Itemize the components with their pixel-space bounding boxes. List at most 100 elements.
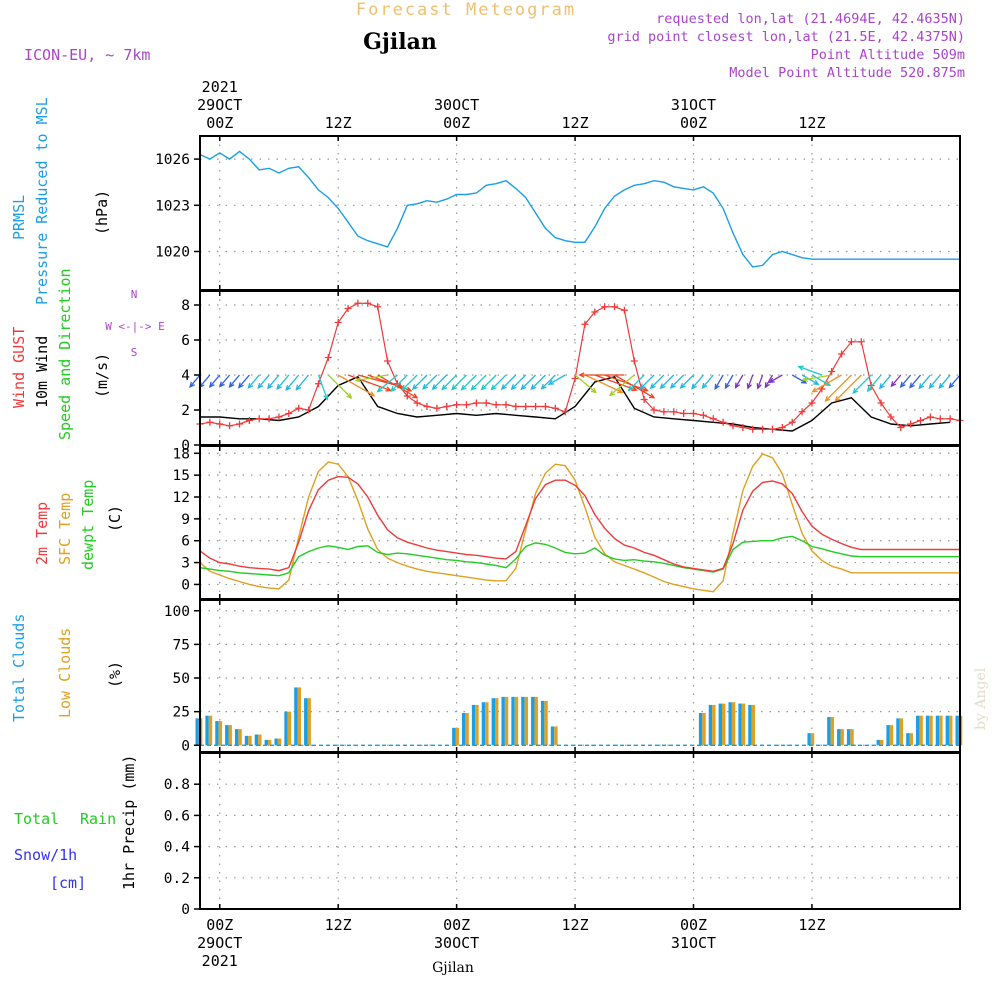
legend-snow: Snow/1h: [14, 846, 77, 864]
gust-point: [492, 401, 500, 409]
time-label-top: 2021: [202, 78, 238, 96]
cloud-bar: [846, 729, 854, 746]
wind-arrow-head: [627, 385, 634, 392]
time-label-top: 30OCT: [434, 96, 479, 114]
wind-arrow-head: [890, 381, 897, 388]
wind-arrow-head: [590, 387, 597, 394]
wind-arrow: [746, 374, 754, 390]
wind-arrow-shaft: [574, 374, 597, 393]
cloud-bar: [304, 698, 311, 746]
time-label-top: 00Z: [206, 114, 233, 132]
y-tick-label: 1026: [155, 152, 190, 168]
wind-arrow: [724, 374, 734, 390]
low-cloud-bar: [751, 704, 756, 746]
point-altitude: Point Altitude 509m: [811, 47, 965, 63]
y-tick-label: 25: [173, 705, 190, 721]
legend-clouds-unit: (%): [106, 661, 124, 688]
wind-arrow-head: [208, 381, 215, 388]
wind-arrow-head: [451, 384, 458, 391]
wind-arrow-head: [285, 384, 292, 392]
low-cloud-bar: [899, 718, 904, 746]
gust-point: [660, 408, 668, 416]
y-tick-label: 6: [181, 333, 190, 349]
total-cloud-bar: [521, 696, 525, 746]
wind-arrow-shaft: [209, 374, 221, 388]
cloud-bar: [294, 687, 302, 746]
wind-arrow-head: [878, 383, 885, 390]
wind-arrow: [764, 374, 774, 389]
low-cloud-bar: [307, 698, 311, 746]
wind-arrow-head: [714, 383, 720, 391]
wind-arrow: [500, 374, 517, 391]
time-label-top: 00Z: [680, 114, 707, 132]
gust-point: [334, 319, 342, 326]
cloud-bar: [708, 704, 716, 746]
wind-arrow-shaft: [879, 374, 892, 389]
time-label-bottom: 12Z: [562, 916, 589, 934]
cloud-bar: [955, 715, 963, 746]
wind-arrow-head: [412, 393, 419, 399]
gust-point: [828, 368, 836, 375]
cloud-bar: [215, 721, 223, 746]
low-cloud-bar: [810, 733, 815, 746]
wind-arrow-shaft: [798, 366, 823, 376]
gust-point: [601, 303, 609, 311]
gust-point: [946, 415, 954, 423]
gust-point: [857, 338, 865, 346]
wind-arrow-shaft: [471, 374, 487, 391]
wind-arrow: [530, 374, 546, 391]
gust-point: [433, 404, 441, 412]
wind-arrow: [337, 374, 376, 397]
gust-point: [630, 357, 638, 365]
wind-arrow-shaft: [390, 374, 408, 392]
wind-arrow-shaft: [735, 374, 744, 388]
total-cloud-bar: [461, 712, 466, 746]
gust-point: [788, 418, 796, 426]
total-cloud-bar: [708, 704, 713, 746]
wind-arrow: [237, 374, 250, 389]
gust-point: [206, 418, 214, 426]
wind-arrow-head: [734, 382, 741, 389]
gust-point: [877, 399, 885, 407]
total-cloud-bar: [728, 702, 732, 746]
gust-point: [620, 306, 628, 314]
wind-arrow-head: [237, 382, 244, 389]
gust-point: [808, 399, 816, 407]
gust-point: [532, 403, 540, 410]
cloud-bar: [925, 715, 933, 746]
time-label-bottom: 30OCT: [434, 934, 479, 952]
cloud-bar: [195, 718, 203, 746]
wind-arrow: [669, 374, 685, 389]
data-layer: [189, 150, 964, 746]
wind-arrow-shaft: [441, 374, 458, 390]
wind-arrow: [878, 374, 892, 390]
wind-arrow: [327, 374, 353, 400]
wind-arrow: [441, 374, 458, 391]
wind-arrow-head: [530, 384, 537, 391]
wind-arrow: [659, 374, 675, 390]
low-cloud-bar: [475, 704, 479, 746]
legend-temp: 2m Temp SFC Temp dewpt Temp (C): [33, 480, 124, 570]
wind-arrow-shaft: [801, 374, 819, 385]
wind-arrow: [768, 374, 783, 383]
total-cloud-bar: [738, 703, 742, 746]
gust-point: [680, 410, 688, 417]
wind-arrow-head: [247, 382, 254, 389]
time-label-bottom: 00Z: [680, 916, 707, 934]
gust-point: [374, 303, 382, 311]
cloud-bar: [906, 733, 913, 746]
wind-arrow: [198, 374, 211, 389]
low-cloud-bar: [939, 715, 943, 746]
low-cloud-bar: [929, 715, 933, 746]
wind-arrow: [451, 374, 467, 391]
wind-arrow-shaft: [257, 374, 270, 389]
cloud-bar: [896, 718, 904, 746]
wind-arrow-head: [938, 382, 945, 389]
low-cloud-bar: [712, 704, 716, 746]
wind-arrow-head: [768, 377, 775, 383]
total-cloud-bar: [284, 711, 288, 746]
gust-point: [384, 357, 392, 365]
wind-arrow: [834, 374, 862, 402]
total-cloud-bar: [916, 715, 920, 746]
wind-arrow-shaft: [530, 374, 546, 390]
